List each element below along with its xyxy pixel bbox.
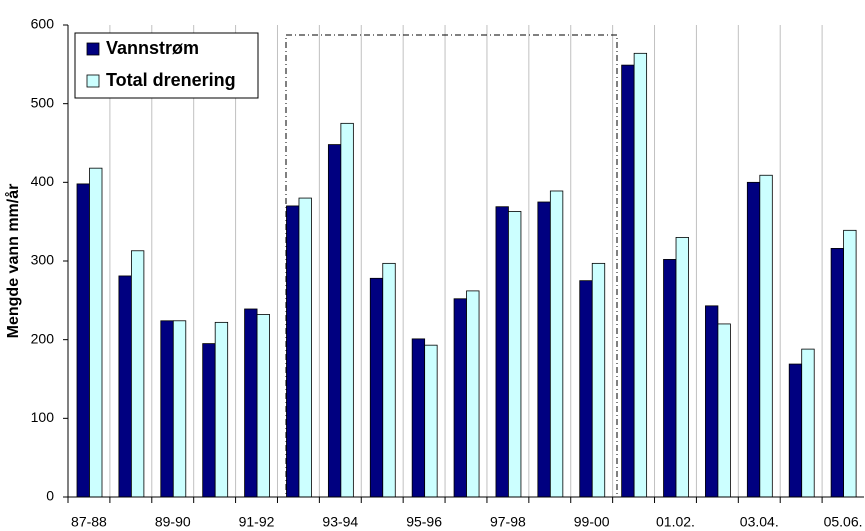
bar bbox=[89, 167, 103, 498]
bar bbox=[298, 197, 312, 498]
bar bbox=[411, 338, 426, 498]
legend: Vannstrøm Total drenering bbox=[74, 32, 259, 99]
y-tick-label: 0 bbox=[46, 488, 54, 504]
x-tick-label: 97-98 bbox=[490, 514, 526, 530]
x-tick-label: 03.04. bbox=[740, 514, 779, 530]
bar bbox=[466, 290, 480, 498]
bar bbox=[843, 229, 857, 498]
bar bbox=[160, 320, 174, 498]
bar bbox=[76, 183, 90, 498]
bar bbox=[327, 144, 342, 498]
y-tick-label: 400 bbox=[31, 173, 55, 189]
bar bbox=[663, 259, 677, 498]
bar bbox=[705, 305, 719, 498]
bar bbox=[675, 236, 689, 498]
bar bbox=[621, 64, 635, 498]
bar bbox=[495, 206, 509, 498]
x-tick-label: 91-92 bbox=[239, 514, 275, 530]
bar bbox=[717, 323, 731, 498]
y-tick-label: 600 bbox=[31, 16, 55, 32]
x-tick-label: 05.06. bbox=[824, 514, 863, 530]
x-tick-label: 99-00 bbox=[574, 514, 610, 530]
bar bbox=[579, 280, 593, 498]
bar bbox=[424, 344, 438, 498]
bar bbox=[801, 348, 815, 498]
y-tick-label: 500 bbox=[31, 94, 55, 110]
bar bbox=[759, 174, 773, 498]
bar bbox=[830, 248, 845, 498]
bar bbox=[286, 205, 300, 498]
bar bbox=[633, 52, 648, 498]
x-tick-label: 89-90 bbox=[155, 514, 191, 530]
x-tick-label: 01.02. bbox=[656, 514, 695, 530]
bar bbox=[453, 298, 467, 498]
x-tick-label: 93-94 bbox=[322, 514, 358, 530]
bar bbox=[382, 262, 396, 498]
legend-label: Vannstrøm bbox=[106, 38, 199, 58]
legend-box bbox=[74, 32, 259, 99]
bar bbox=[172, 320, 187, 498]
bar bbox=[340, 122, 354, 498]
bar bbox=[202, 343, 216, 498]
highlight-box bbox=[285, 34, 618, 498]
legend-swatch bbox=[86, 42, 100, 56]
bar bbox=[130, 250, 145, 498]
legend-swatch bbox=[86, 74, 100, 88]
bar bbox=[508, 211, 522, 498]
y-tick-label: 200 bbox=[31, 330, 55, 346]
bar bbox=[118, 275, 132, 498]
legend-label: Total drenering bbox=[106, 70, 236, 90]
bar bbox=[549, 190, 564, 498]
x-tick-label: 95-96 bbox=[406, 514, 442, 530]
bar bbox=[244, 308, 258, 498]
bar bbox=[214, 321, 229, 498]
y-axis-label: Mengde vann mm/år bbox=[4, 184, 22, 339]
x-tick-label: 87-88 bbox=[71, 514, 107, 530]
y-tick-label: 100 bbox=[31, 409, 55, 425]
y-tick-label: 300 bbox=[31, 252, 55, 268]
bar bbox=[256, 314, 270, 498]
bar bbox=[746, 181, 761, 498]
bar bbox=[788, 363, 803, 498]
bar bbox=[369, 277, 384, 498]
bar bbox=[537, 201, 551, 498]
bar bbox=[591, 262, 606, 498]
